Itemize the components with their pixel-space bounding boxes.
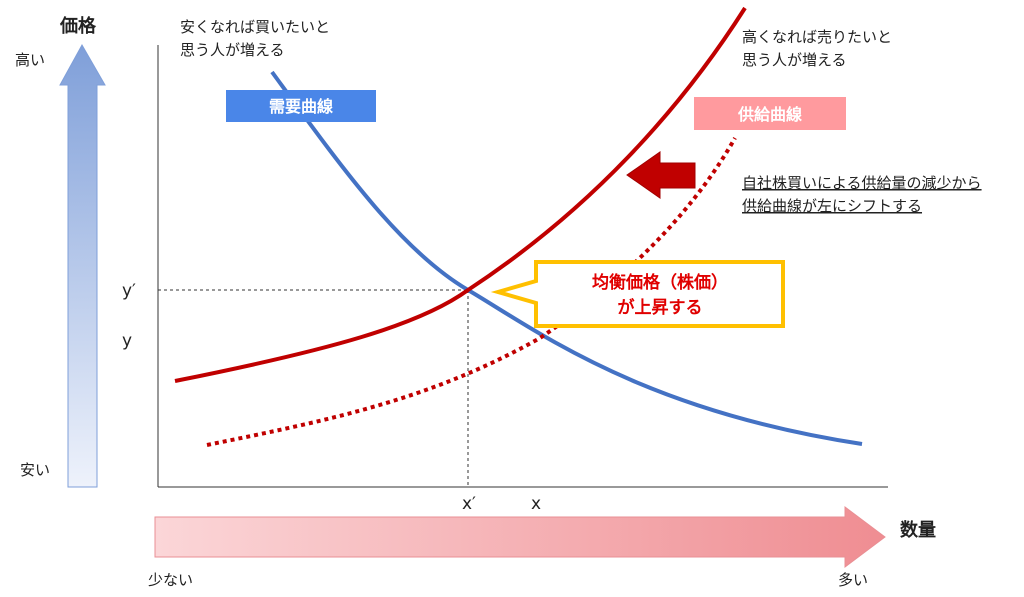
quantity-low: 少ない: [148, 571, 193, 589]
price-point: y′: [122, 281, 136, 301]
supply-label: 供給曲線: [737, 105, 802, 124]
quantity-arrow: [154, 506, 886, 568]
shift-note: 供給曲線が左にシフトする: [742, 197, 922, 215]
shift-arrow: [626, 151, 696, 199]
demand-label-box: [226, 90, 376, 122]
price-arrow: [59, 43, 106, 488]
supply-note: 高くなれば売りたいと: [742, 28, 892, 46]
supply-curve: [174, 6, 747, 383]
supply-label-box: [694, 97, 846, 130]
price-title: 価格: [59, 15, 97, 37]
shift-note: 自社株買いによる供給量の減少から: [742, 174, 982, 192]
demand-label: 需要曲線: [269, 97, 333, 116]
price-point: y: [122, 331, 132, 351]
price-low: 安い: [20, 461, 50, 479]
callout-box: [490, 260, 785, 328]
quantity-high: 多い: [838, 571, 868, 589]
supply-note: 思う人が増える: [742, 51, 847, 69]
quantity-title: 数量: [900, 519, 936, 541]
old-supply-curve: [206, 137, 737, 447]
demand-note: 思う人が増える: [180, 41, 285, 59]
quantity-point: x′: [462, 494, 476, 514]
demand-note: 安くなれば買いたいと: [180, 18, 330, 36]
callout-text: 均衡価格（株価）: [592, 272, 728, 293]
callout-text: が上昇する: [618, 297, 703, 318]
quantity-point: x: [531, 494, 541, 514]
demand-curve: [270, 70, 863, 446]
price-high: 高い: [15, 51, 45, 69]
